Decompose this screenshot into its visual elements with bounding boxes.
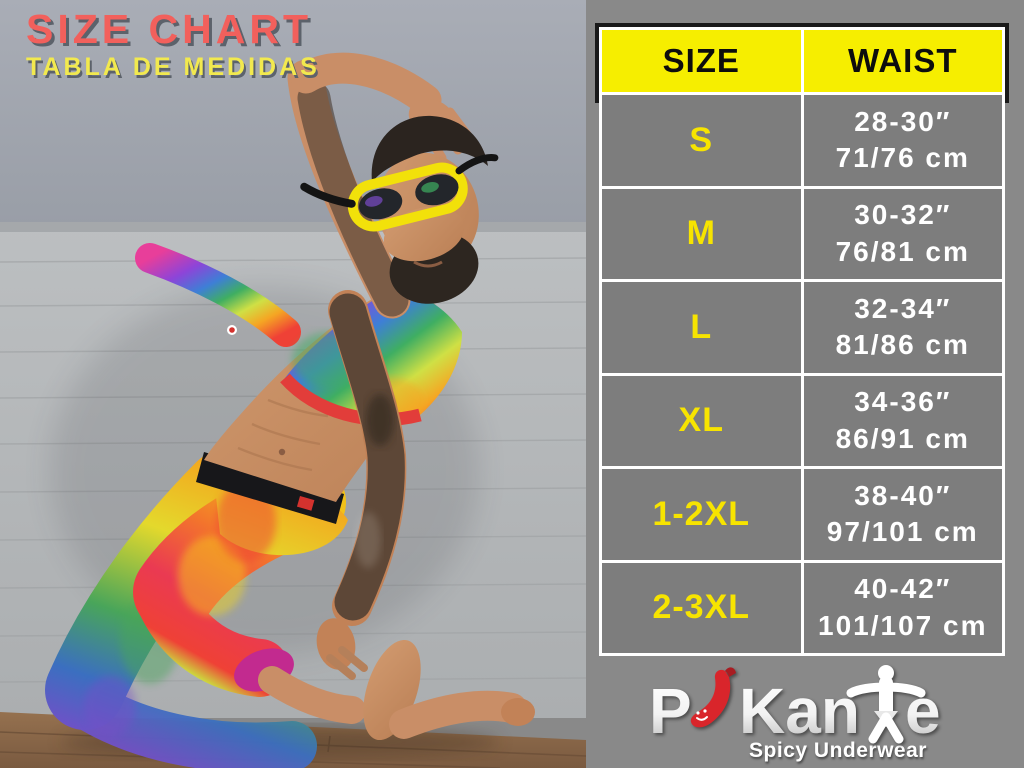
- tattoo-shading: [366, 394, 394, 446]
- waist-cell: 32-34″ 81/86 cm: [803, 282, 1002, 373]
- waist-cell: 28-30″ 71/76 cm: [803, 95, 1002, 186]
- waist-inches: 40-42″: [854, 573, 952, 605]
- right-foot: [258, 666, 366, 724]
- waist-inches: 38-40″: [854, 479, 952, 511]
- tie-dye-blotch: [216, 482, 276, 562]
- size-cell: 2-3XL: [602, 562, 801, 653]
- page-subtitle: TABLA DE MEDIDAS: [26, 53, 320, 82]
- column-header-size: SIZE: [602, 30, 801, 92]
- photo-canvas: [0, 0, 586, 768]
- title-block: SIZE CHART TABLA DE MEDIDAS: [26, 6, 320, 82]
- tie-dye-blotch: [84, 676, 136, 736]
- waist-cell: 34-36″ 86/91 cm: [803, 375, 1002, 466]
- right-arm-tattoo: [297, 81, 409, 317]
- waist-cm: 71/76 cm: [835, 142, 970, 174]
- sunglasses-strap: [455, 154, 499, 175]
- size-cell: M: [602, 188, 801, 279]
- waist-cell: 38-40″ 97/101 cm: [803, 469, 1002, 560]
- lens-glint: [421, 182, 439, 193]
- brand-tagline: Spicy Underwear: [749, 739, 927, 762]
- brand-letters-kan: Kan: [739, 675, 860, 745]
- plank-top-edge: [0, 222, 586, 232]
- tattoo-highlight: [355, 512, 381, 568]
- right-forearm: [290, 52, 442, 116]
- crop-top-red-band: [280, 373, 422, 426]
- size-cell: S: [602, 95, 801, 186]
- waist-inches: 34-36″: [854, 386, 952, 418]
- man-figure-icon: [846, 665, 926, 744]
- size-label: XL: [678, 401, 724, 440]
- size-cell: L: [602, 282, 801, 373]
- brand-dot-center: [229, 327, 235, 333]
- size-label: 2-3XL: [652, 588, 751, 627]
- brand-logo: P Kan e Spicy Underwear: [600, 656, 1006, 768]
- column-header-waist: WAIST: [803, 30, 1002, 92]
- waist-cm: 101/107 cm: [818, 609, 988, 641]
- waistband-logo-tab: [296, 496, 315, 511]
- waist-cm: 86/91 cm: [835, 422, 970, 454]
- tie-dye-blotch: [178, 536, 246, 616]
- waist-cell: 30-32″ 76/81 cm: [803, 188, 1002, 279]
- crop-top-back-strap: [135, 243, 301, 347]
- waist-inches: 28-30″: [854, 105, 952, 137]
- fingers: [326, 646, 368, 680]
- waist-cm: 97/101 cm: [826, 516, 979, 548]
- waist-cm: 81/86 cm: [835, 329, 970, 361]
- sunglasses-lens: [358, 188, 403, 220]
- model-photo: [0, 0, 586, 768]
- size-cell: XL: [602, 375, 801, 466]
- waist-inches: 32-34″: [854, 292, 952, 324]
- sunglasses-strap: [300, 182, 356, 208]
- size-label: M: [686, 214, 716, 253]
- page-title: SIZE CHART: [26, 6, 312, 52]
- lens-glint: [364, 196, 383, 207]
- brand-logo-mark: P Kan e: [649, 665, 941, 745]
- waist-cm: 76/81 cm: [835, 235, 970, 267]
- hair: [371, 115, 488, 182]
- size-cell: 1-2XL: [602, 469, 801, 560]
- wall: [0, 0, 586, 240]
- mouth: [413, 260, 443, 268]
- sunglasses: [300, 154, 499, 232]
- heel: [501, 698, 535, 726]
- model-figure: [45, 52, 535, 768]
- navel: [278, 448, 286, 456]
- size-label: L: [690, 307, 713, 346]
- waist-inches: 30-32″: [854, 199, 952, 231]
- right-foot-flat: [389, 690, 527, 739]
- brand-letter-e: e: [905, 675, 941, 745]
- chili-pepper-icon: [690, 667, 736, 728]
- size-chart-table: SIZE WAIST S 28-30″ 71/76 cm M 30-32″ 76…: [595, 23, 1009, 656]
- sunglasses-frame: [347, 162, 468, 232]
- brand-letter-p: P: [649, 675, 692, 745]
- waist-cell: 40-42″ 101/107 cm: [803, 562, 1002, 653]
- size-label: 1-2XL: [652, 494, 751, 533]
- sunglasses-lens: [415, 174, 459, 206]
- size-label: S: [689, 120, 714, 159]
